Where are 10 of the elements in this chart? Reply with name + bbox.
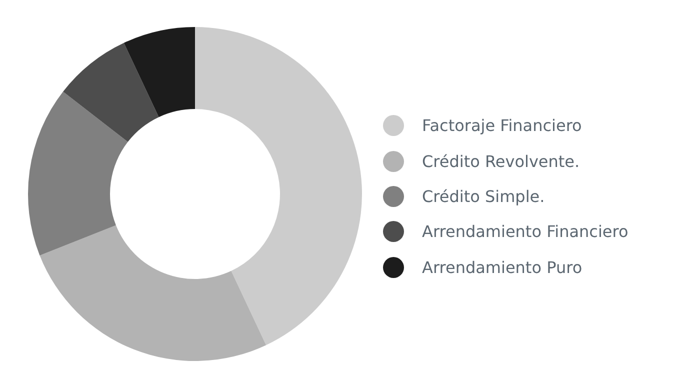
legend-label: Arrendamiento Financiero: [422, 222, 628, 242]
legend-label: Crédito Simple.: [422, 186, 545, 206]
legend-label: Factoraje Financiero: [422, 116, 582, 136]
donut-slice: [63, 42, 159, 142]
legend-label: Arrendamiento Puro: [422, 258, 582, 277]
legend-label: Crédito Revolvente.: [422, 152, 580, 171]
donut-slice: [28, 92, 128, 256]
donut-slice: [195, 27, 362, 346]
donut-slice: [124, 27, 195, 118]
donut-slice: [40, 225, 266, 361]
